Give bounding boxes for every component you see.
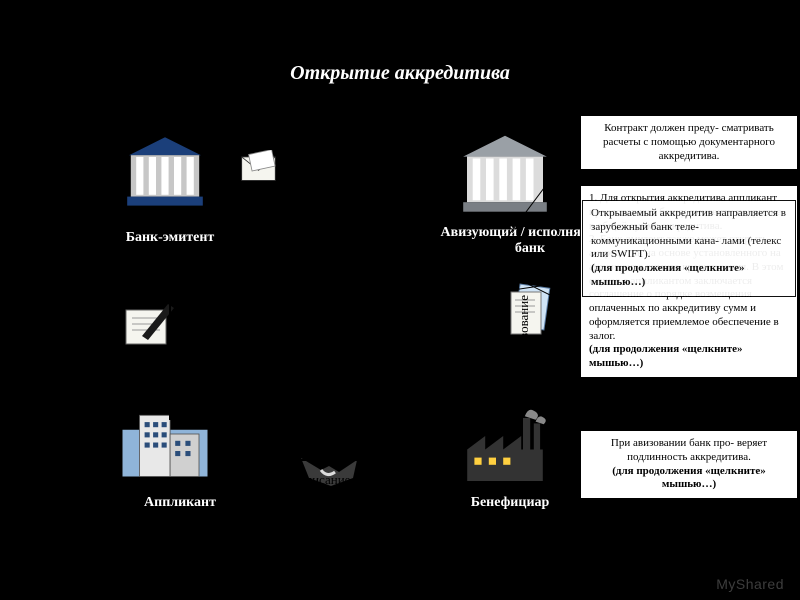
applicant-building-icon	[120, 400, 210, 485]
diagram-title: Открытие аккредитива	[0, 62, 800, 85]
bank-advising-icon	[455, 130, 555, 225]
note-swift[interactable]: Открываемый аккредитив направляется в за…	[582, 200, 796, 297]
label-issuer: Банк-эмитент	[110, 230, 230, 246]
edge4-label: 4. Авизование	[516, 295, 532, 373]
edge3-label: 3. Открытие аккредитива	[275, 178, 415, 194]
diagram-stage: Открытие аккредитива	[0, 0, 800, 600]
watermark: MyShared	[716, 576, 784, 592]
beneficiary-factory-icon	[455, 400, 555, 490]
edge2-label: 2. Заявление	[200, 295, 216, 364]
bank-issuer-icon	[120, 130, 210, 220]
edge1-label: 1. Подписание контракта	[270, 472, 409, 488]
label-applicant: Аппликант	[130, 495, 230, 511]
note-advising[interactable]: При авизовании банк про- веряет подлинно…	[580, 430, 798, 499]
label-beneficiary: Бенефициар	[455, 495, 565, 511]
note-contract[interactable]: Контракт должен преду- сматривать расчет…	[580, 115, 798, 170]
signing-icon	[120, 300, 180, 352]
